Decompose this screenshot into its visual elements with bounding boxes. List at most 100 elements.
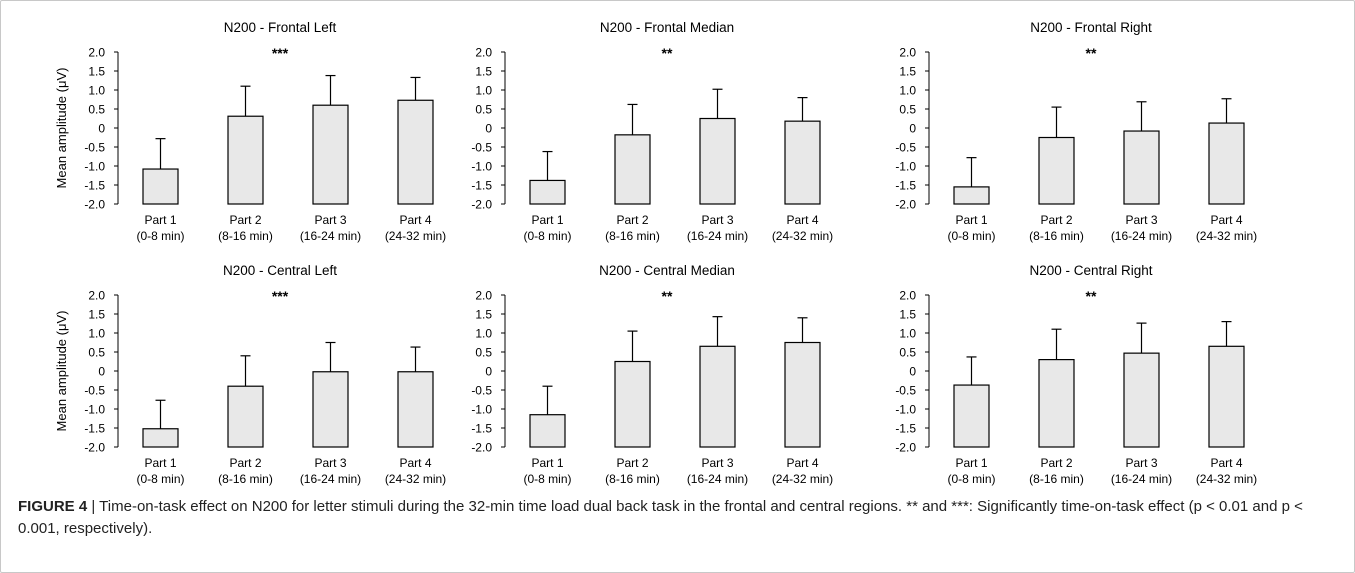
y-tick-label: 0.5 <box>88 346 105 360</box>
bar <box>953 186 990 205</box>
x-category-sublabel: (8-16 min) <box>1029 472 1084 486</box>
x-category-label: Part 1 <box>144 213 176 227</box>
y-tick-label: 0.5 <box>88 103 105 117</box>
x-category-sublabel: (8-16 min) <box>218 472 273 486</box>
bar <box>1123 352 1160 448</box>
x-category-sublabel: (16-24 min) <box>687 229 748 243</box>
x-category-label: Part 4 <box>786 213 818 227</box>
y-tick-label: -2.0 <box>895 441 916 455</box>
y-tick-label: 0 <box>98 365 105 379</box>
x-category-sublabel: (24-32 min) <box>772 229 833 243</box>
x-category-label: Part 2 <box>1040 456 1072 470</box>
y-tick-label: 2.0 <box>475 46 492 60</box>
y-tick-label: 0 <box>909 365 916 379</box>
bar <box>529 414 566 448</box>
y-tick-label: 2.0 <box>899 46 916 60</box>
x-category-sublabel: (16-24 min) <box>1111 229 1172 243</box>
y-tick-label: 0 <box>98 122 105 136</box>
x-category-sublabel: (24-32 min) <box>772 472 833 486</box>
bar <box>699 117 736 205</box>
bar <box>312 371 349 448</box>
y-tick-label: 0.5 <box>899 346 916 360</box>
bar <box>227 115 264 205</box>
y-tick-label: 0.5 <box>899 103 916 117</box>
x-category-label: Part 3 <box>1125 213 1157 227</box>
x-category-label: Part 3 <box>701 456 733 470</box>
y-tick-label: -0.5 <box>471 384 492 398</box>
y-tick-label: -1.5 <box>895 179 916 193</box>
x-category-sublabel: (16-24 min) <box>687 472 748 486</box>
bar <box>614 360 651 448</box>
significance-marker: ** <box>1086 288 1097 304</box>
x-category-label: Part 4 <box>1210 456 1242 470</box>
significance-marker: *** <box>272 288 289 304</box>
y-tick-label: 1.0 <box>899 84 916 98</box>
y-tick-label: 1.5 <box>899 65 916 79</box>
y-tick-label: 2.0 <box>475 289 492 303</box>
x-category-label: Part 2 <box>616 213 648 227</box>
x-category-sublabel: (24-32 min) <box>385 229 446 243</box>
bar <box>1038 136 1075 205</box>
bar <box>142 168 179 205</box>
x-category-label: Part 4 <box>399 213 431 227</box>
x-category-sublabel: (8-16 min) <box>605 472 660 486</box>
x-category-label: Part 1 <box>531 456 563 470</box>
x-category-label: Part 4 <box>786 456 818 470</box>
x-category-label: Part 4 <box>1210 213 1242 227</box>
bar <box>227 385 264 448</box>
y-tick-label: 1.5 <box>899 308 916 322</box>
y-tick-label: 0.5 <box>475 346 492 360</box>
x-category-label: Part 3 <box>701 213 733 227</box>
bar <box>614 134 651 205</box>
bar <box>699 345 736 448</box>
chart-title: N200 - Central Median <box>599 263 735 278</box>
y-tick-label: -1.0 <box>471 403 492 417</box>
x-category-sublabel: (16-24 min) <box>1111 472 1172 486</box>
chart-title: N200 - Frontal Right <box>1030 20 1152 35</box>
x-category-sublabel: (0-8 min) <box>523 229 571 243</box>
figure-caption: FIGURE 4 | Time-on-task effect on N200 f… <box>18 496 1338 540</box>
chart-title: N200 - Central Right <box>1029 263 1152 278</box>
bar <box>397 371 434 448</box>
y-tick-label: 1.5 <box>88 308 105 322</box>
bar <box>142 428 179 448</box>
y-tick-label: 1.0 <box>475 84 492 98</box>
x-category-label: Part 1 <box>531 213 563 227</box>
x-category-label: Part 3 <box>1125 456 1157 470</box>
y-tick-label: -1.0 <box>895 403 916 417</box>
bar <box>529 179 566 205</box>
y-tick-label: 1.5 <box>475 308 492 322</box>
bar <box>1208 122 1245 205</box>
x-category-label: Part 1 <box>955 456 987 470</box>
y-tick-label: 0 <box>909 122 916 136</box>
y-tick-label: 1.0 <box>88 327 105 341</box>
x-category-label: Part 2 <box>1040 213 1072 227</box>
y-tick-label: -1.0 <box>895 160 916 174</box>
x-category-sublabel: (0-8 min) <box>947 472 995 486</box>
y-tick-label: 1.5 <box>88 65 105 79</box>
chart-panel-2: N200 - Frontal Median ** 2.0 1.5 1.0 0.5 0 -0.5… <box>471 20 833 243</box>
bar <box>784 341 821 448</box>
y-tick-label: 0.5 <box>475 103 492 117</box>
y-tick-label: -2.0 <box>471 441 492 455</box>
x-category-sublabel: (0-8 min) <box>136 229 184 243</box>
y-tick-label: -1.0 <box>84 403 105 417</box>
y-tick-label: 2.0 <box>88 46 105 60</box>
y-tick-label: -2.0 <box>84 198 105 212</box>
caption-text: Time-on-task effect on N200 for letter s… <box>18 498 1303 537</box>
y-tick-label: -0.5 <box>84 141 105 155</box>
x-category-sublabel: (24-32 min) <box>385 472 446 486</box>
significance-marker: ** <box>662 45 673 61</box>
x-category-label: Part 1 <box>955 213 987 227</box>
y-tick-label: 1.5 <box>475 65 492 79</box>
x-category-label: Part 2 <box>229 213 261 227</box>
y-tick-label: -1.5 <box>471 179 492 193</box>
caption-figure-label: FIGURE 4 <box>18 498 88 515</box>
x-category-label: Part 2 <box>229 456 261 470</box>
x-category-sublabel: (8-16 min) <box>1029 229 1084 243</box>
x-category-sublabel: (0-8 min) <box>136 472 184 486</box>
chart-panel-4: N200 - Central Left *** 2.0 1.5 1.0 0.5 0 -0.5 -… <box>54 263 446 486</box>
y-tick-label: 0 <box>485 365 492 379</box>
bar <box>953 384 990 448</box>
y-tick-label: -2.0 <box>471 198 492 212</box>
